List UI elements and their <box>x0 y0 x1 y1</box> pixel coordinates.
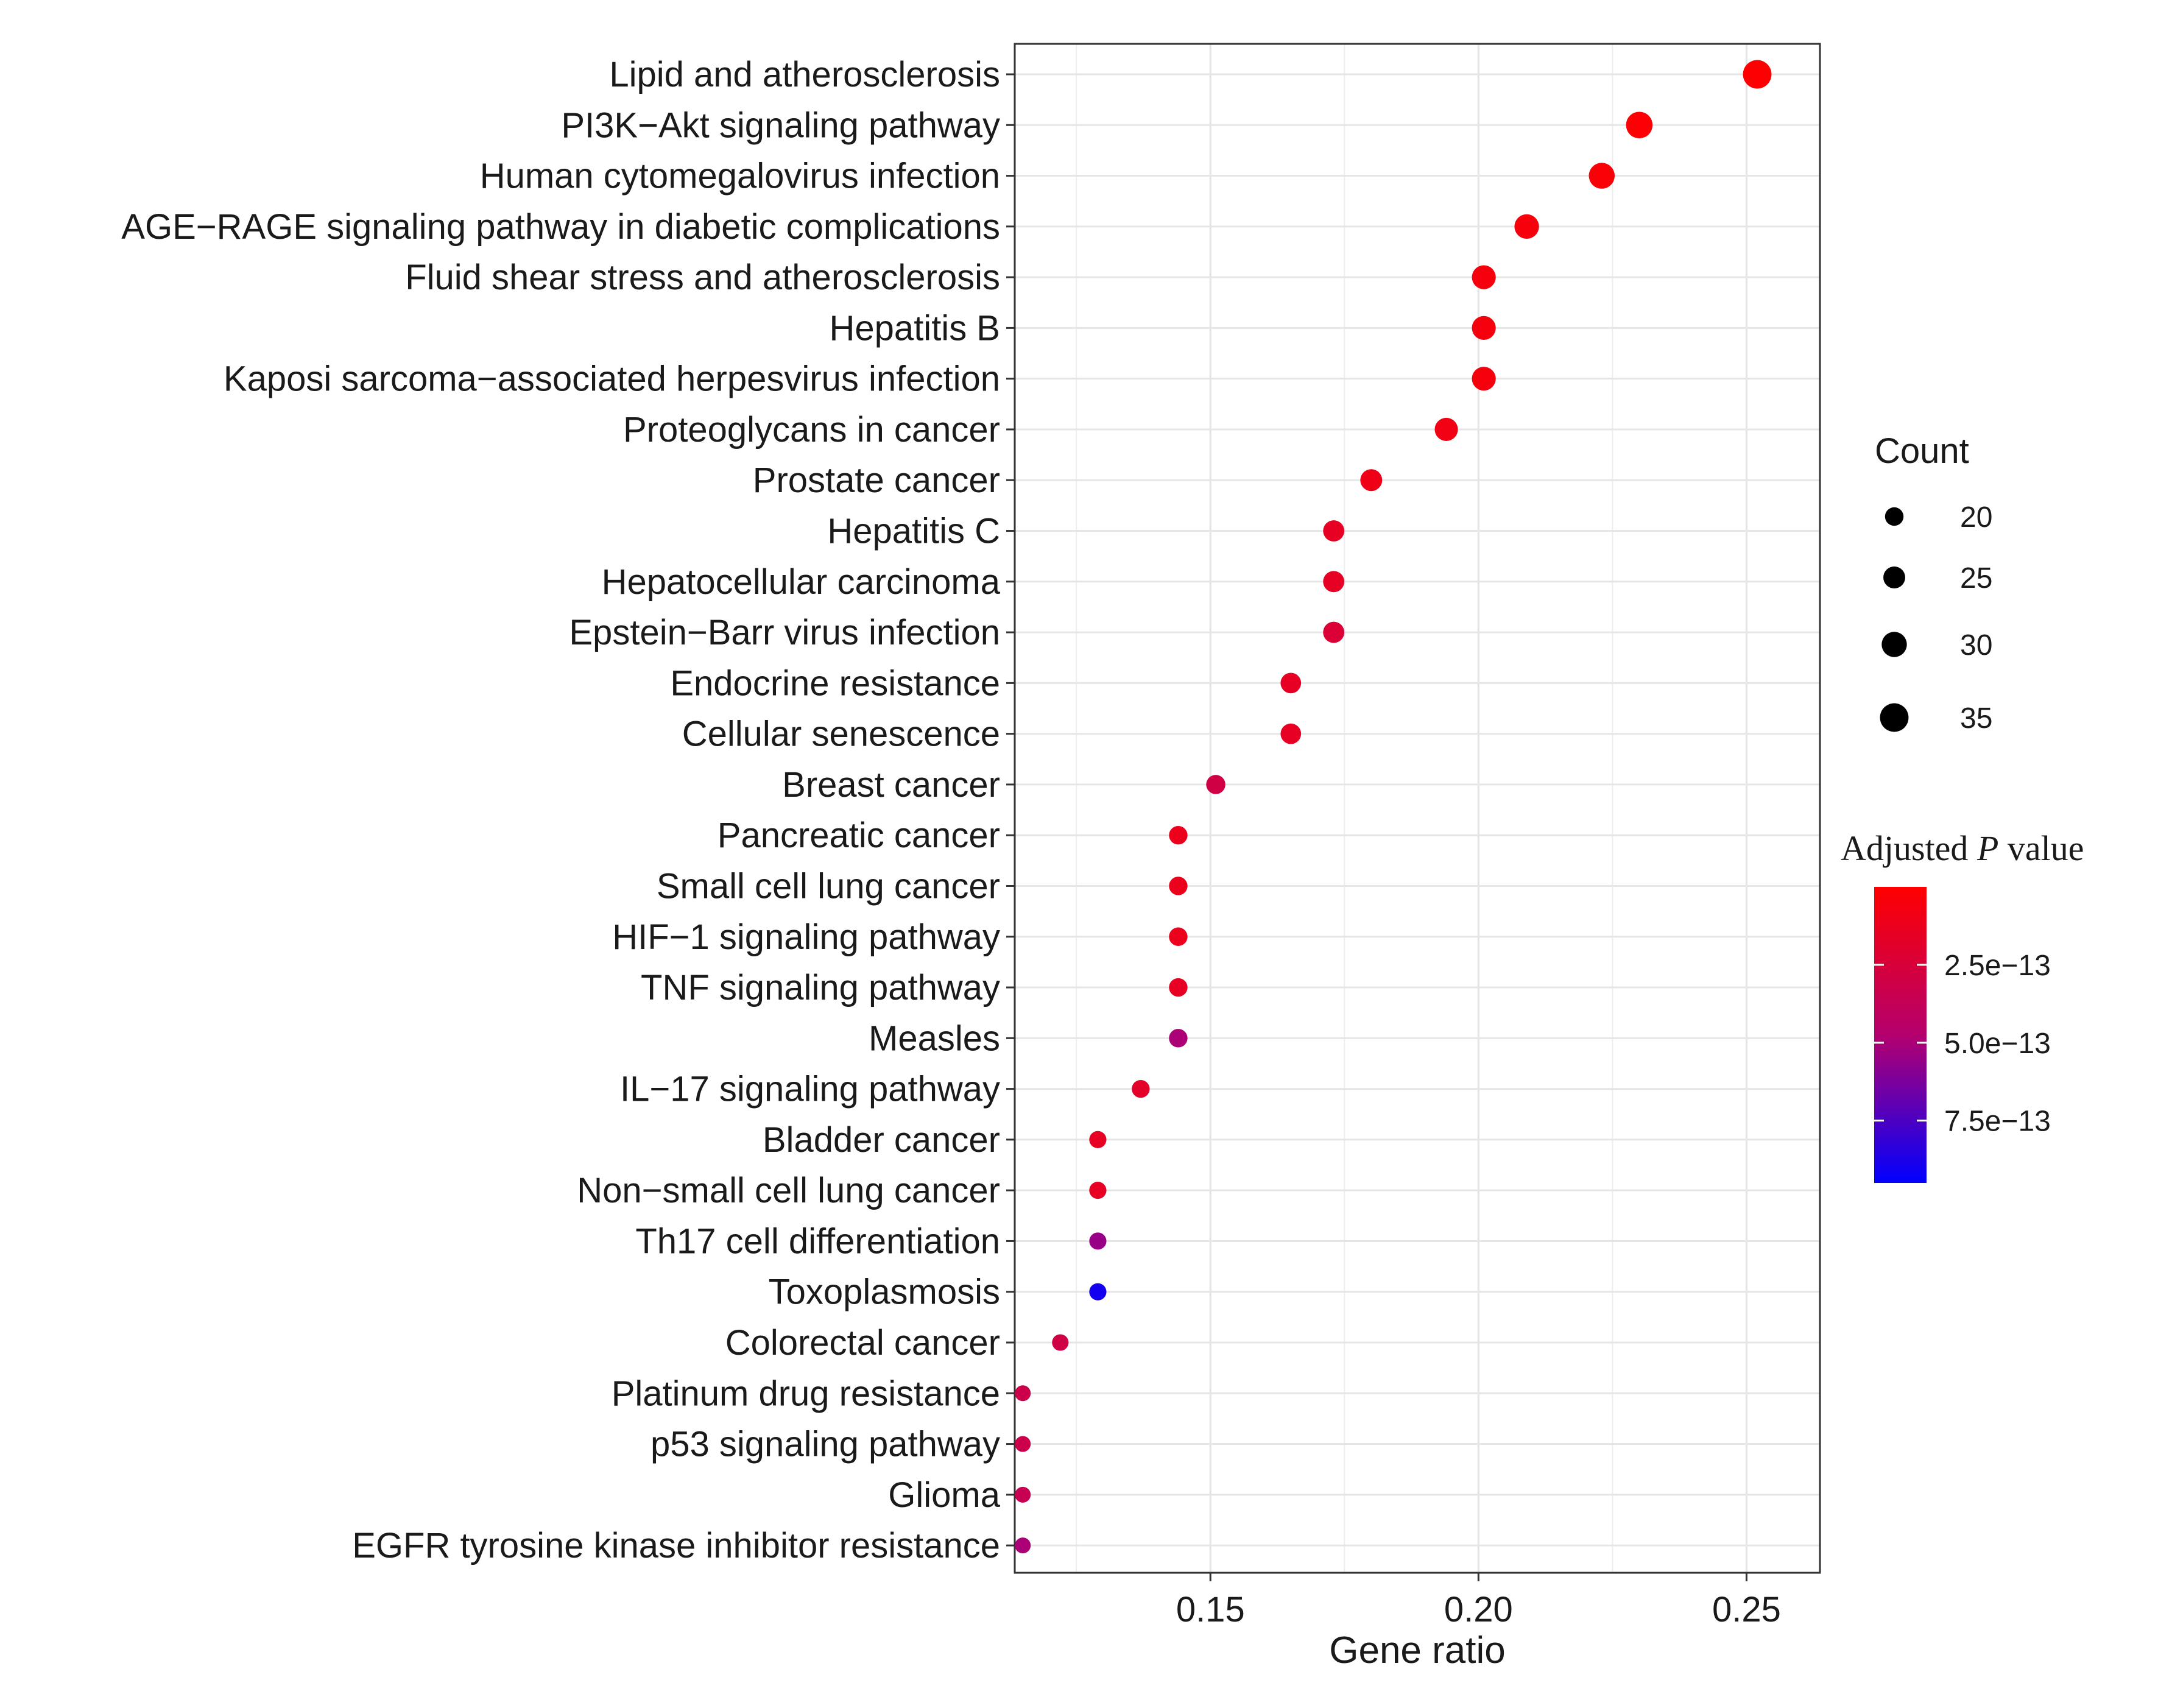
p-value-legend: Adjusted P value 2.5e−13 5.0e−13 7.5e−13 <box>1841 828 2084 1183</box>
count-legend-key <box>1881 632 1907 657</box>
y-tick-label: Th17 cell differentiation <box>635 1221 1000 1261</box>
y-tick-label: Epstein−Barr virus infection <box>569 613 1000 652</box>
y-tick-label: Small cell lung cancer <box>657 866 1000 906</box>
data-point <box>1169 1029 1188 1048</box>
data-point <box>1323 621 1345 643</box>
data-point <box>1089 1232 1107 1250</box>
count-legend-key <box>1880 703 1909 732</box>
count-legend-label: 20 <box>1960 501 1992 534</box>
y-tick-label: Hepatitis B <box>830 308 1000 348</box>
y-tick-label: Hepatocellular carcinoma <box>602 562 1001 602</box>
data-point <box>1589 163 1615 189</box>
data-point <box>1743 60 1772 89</box>
y-tick-label: Cellular senescence <box>682 715 1000 754</box>
y-tick-label: Non−small cell lung cancer <box>577 1171 1000 1210</box>
data-point <box>1015 1385 1031 1402</box>
data-points <box>1015 60 1772 1554</box>
y-tick-label: Pancreatic cancer <box>718 816 1000 855</box>
y-tick-label: Measles <box>869 1018 1000 1058</box>
data-point <box>1472 367 1496 391</box>
y-tick-label: Bladder cancer <box>763 1120 1000 1160</box>
x-axis: 0.15 0.20 0.25 <box>1176 1573 1781 1629</box>
plot-panel-border <box>1014 43 1821 1574</box>
data-point <box>1169 826 1188 845</box>
count-legend-key <box>1883 566 1905 588</box>
y-tick-label: Hepatitis C <box>827 512 1000 551</box>
data-point <box>1132 1079 1150 1098</box>
data-point <box>1472 265 1496 289</box>
y-tick-label: Colorectal cancer <box>725 1323 1000 1363</box>
data-point <box>1472 316 1496 341</box>
y-tick-label: PI3K−Akt signaling pathway <box>561 105 1000 145</box>
data-point <box>1089 1131 1107 1148</box>
data-point <box>1015 1436 1031 1452</box>
y-tick-label: Glioma <box>888 1475 1000 1515</box>
data-point <box>1089 1283 1107 1300</box>
y-tick-label: Lipid and atherosclerosis <box>609 55 1000 94</box>
y-tick-label: Proteoglycans in cancer <box>623 410 1000 450</box>
data-point <box>1280 672 1302 694</box>
data-point <box>1169 978 1188 997</box>
x-tick-label: 0.20 <box>1444 1590 1513 1629</box>
count-legend-title: Count <box>1875 431 1969 471</box>
data-point <box>1089 1182 1107 1199</box>
data-point <box>1626 111 1653 139</box>
colorbar-label: 7.5e−13 <box>1944 1106 2051 1138</box>
count-legend-label: 35 <box>1960 702 1992 735</box>
p-value-colorbar <box>1874 887 1927 1183</box>
y-tick-label: Kaposi sarcoma−associated herpesvirus in… <box>224 359 1000 399</box>
y-tick-label: EGFR tyrosine kinase inhibitor resistanc… <box>352 1526 1000 1565</box>
data-point <box>1323 571 1345 593</box>
colorbar-label: 5.0e−13 <box>1944 1028 2051 1060</box>
y-tick-label: Platinum drug resistance <box>612 1374 1000 1413</box>
data-point <box>1169 877 1188 895</box>
x-tick-label: 0.25 <box>1712 1590 1781 1629</box>
data-point <box>1052 1334 1069 1351</box>
y-tick-label: Prostate cancer <box>753 461 1000 500</box>
count-legend-key <box>1885 507 1904 526</box>
data-point <box>1514 214 1539 239</box>
x-tick-label: 0.15 <box>1176 1590 1245 1629</box>
data-point <box>1360 469 1383 492</box>
y-tick-label: IL−17 signaling pathway <box>620 1070 1000 1109</box>
y-tick-label: HIF−1 signaling pathway <box>612 917 1000 957</box>
data-point <box>1015 1537 1031 1554</box>
y-tick-label: TNF signaling pathway <box>641 968 1000 1008</box>
p-value-legend-title: Adjusted P value <box>1841 828 2084 868</box>
data-point <box>1323 520 1345 542</box>
data-point <box>1015 1486 1031 1503</box>
y-tick-label: Toxoplasmosis <box>769 1272 1000 1312</box>
y-tick-label: AGE−RAGE signaling pathway in diabetic c… <box>121 207 1000 247</box>
data-point <box>1434 417 1458 442</box>
y-tick-label: Endocrine resistance <box>670 663 1000 703</box>
x-axis-title: Gene ratio <box>1329 1629 1506 1671</box>
colorbar-label: 2.5e−13 <box>1944 950 2051 982</box>
count-legend-label: 30 <box>1960 629 1992 662</box>
count-legend-label: 25 <box>1960 562 1992 595</box>
data-point <box>1280 723 1302 744</box>
y-tick-label: Human cytomegalovirus infection <box>480 157 1000 196</box>
y-tick-label: Fluid shear stress and atherosclerosis <box>405 258 1000 297</box>
y-axis: Lipid and atherosclerosis PI3K−Akt signal… <box>121 55 1015 1565</box>
data-point <box>1206 775 1225 794</box>
count-legend: Count 20 25 30 35 <box>1875 431 1992 735</box>
y-tick-label: Breast cancer <box>782 765 1000 805</box>
grid-lines <box>1015 44 1820 1573</box>
data-point <box>1169 927 1188 946</box>
y-tick-label: p53 signaling pathway <box>651 1425 1000 1464</box>
